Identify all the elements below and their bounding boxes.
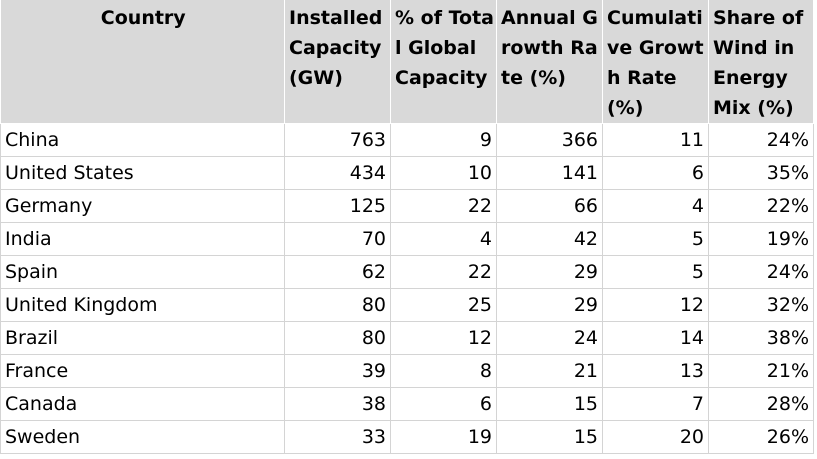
wind-share-cell: 35% (708, 156, 814, 190)
table-row: Brazil 80 12 24 14 38% (0, 321, 814, 355)
percent-global-capacity-cell: 12 (390, 321, 497, 355)
table-row: China 763 9 366 11 24% (0, 123, 814, 157)
percent-global-capacity-cell: 22 (390, 189, 497, 223)
wind-share-cell: 38% (708, 321, 814, 355)
column-header-country: Country (0, 0, 285, 124)
table-row: Germany 125 22 66 4 22% (0, 189, 814, 223)
country-cell: France (0, 354, 285, 388)
wind-share-cell: 24% (708, 123, 814, 157)
cumulative-growth-rate-cell: 4 (602, 189, 709, 223)
wind-share-cell: 19% (708, 222, 814, 256)
percent-global-capacity-cell: 10 (390, 156, 497, 190)
percent-global-capacity-cell: 22 (390, 255, 497, 289)
installed-capacity-cell: 39 (284, 354, 391, 388)
installed-capacity-cell: 33 (284, 420, 391, 454)
annual-growth-rate-cell: 42 (496, 222, 603, 256)
cumulative-growth-rate-cell: 12 (602, 288, 709, 322)
wind-share-cell: 26% (708, 420, 814, 454)
country-cell: Brazil (0, 321, 285, 355)
annual-growth-rate-cell: 21 (496, 354, 603, 388)
country-cell: China (0, 123, 285, 157)
annual-growth-rate-cell: 24 (496, 321, 603, 355)
percent-global-capacity-cell: 19 (390, 420, 497, 454)
table-row: India 70 4 42 5 19% (0, 222, 814, 256)
installed-capacity-cell: 62 (284, 255, 391, 289)
percent-global-capacity-cell: 6 (390, 387, 497, 421)
annual-growth-rate-cell: 15 (496, 387, 603, 421)
annual-growth-rate-cell: 366 (496, 123, 603, 157)
cumulative-growth-rate-cell: 7 (602, 387, 709, 421)
wind-share-cell: 22% (708, 189, 814, 223)
column-header-cumulative-growth-rate: Cumulati ve Growth Rate (%) (602, 0, 709, 124)
percent-global-capacity-cell: 9 (390, 123, 497, 157)
country-cell: Canada (0, 387, 285, 421)
table-body: China 763 9 366 11 24% United States 434 10 141 6 3… (0, 123, 814, 454)
column-header-percent-global-capacity: % of Total Global Capacity (390, 0, 497, 124)
percent-global-capacity-cell: 4 (390, 222, 497, 256)
country-cell: United States (0, 156, 285, 190)
wind-share-cell: 21% (708, 354, 814, 388)
column-header-installed-capacity: Installed Capacity (GW) (284, 0, 391, 124)
table-row: United Kingdom 80 25 29 12 32% (0, 288, 814, 322)
country-cell: Germany (0, 189, 285, 223)
percent-global-capacity-cell: 25 (390, 288, 497, 322)
annual-growth-rate-cell: 15 (496, 420, 603, 454)
installed-capacity-cell: 80 (284, 288, 391, 322)
table-row: France 39 8 21 13 21% (0, 354, 814, 388)
annual-growth-rate-cell: 66 (496, 189, 603, 223)
annual-growth-rate-cell: 29 (496, 288, 603, 322)
country-cell: United Kingdom (0, 288, 285, 322)
cumulative-growth-rate-cell: 6 (602, 156, 709, 190)
cumulative-growth-rate-cell: 14 (602, 321, 709, 355)
cumulative-growth-rate-cell: 11 (602, 123, 709, 157)
installed-capacity-cell: 80 (284, 321, 391, 355)
wind-share-cell: 32% (708, 288, 814, 322)
column-header-annual-growth-rate: Annual Growth Rate (%) (496, 0, 603, 124)
country-cell: Sweden (0, 420, 285, 454)
cumulative-growth-rate-cell: 5 (602, 255, 709, 289)
cumulative-growth-rate-cell: 20 (602, 420, 709, 454)
installed-capacity-cell: 763 (284, 123, 391, 157)
table-row: Canada 38 6 15 7 28% (0, 387, 814, 421)
country-cell: Spain (0, 255, 285, 289)
wind-share-cell: 28% (708, 387, 814, 421)
cumulative-growth-rate-cell: 5 (602, 222, 709, 256)
table-row: Spain 62 22 29 5 24% (0, 255, 814, 289)
annual-growth-rate-cell: 141 (496, 156, 603, 190)
installed-capacity-cell: 125 (284, 189, 391, 223)
table-row: Sweden 33 19 15 20 26% (0, 420, 814, 454)
country-cell: India (0, 222, 285, 256)
percent-global-capacity-cell: 8 (390, 354, 497, 388)
installed-capacity-cell: 70 (284, 222, 391, 256)
wind-share-cell: 24% (708, 255, 814, 289)
cumulative-growth-rate-cell: 13 (602, 354, 709, 388)
annual-growth-rate-cell: 29 (496, 255, 603, 289)
installed-capacity-cell: 434 (284, 156, 391, 190)
table-row: United States 434 10 141 6 35% (0, 156, 814, 190)
header-row: Country Installed Capacity (GW) % of Tot… (0, 0, 814, 124)
column-header-wind-share: Share of Wind in Energy Mix (%) (708, 0, 814, 124)
installed-capacity-cell: 38 (284, 387, 391, 421)
